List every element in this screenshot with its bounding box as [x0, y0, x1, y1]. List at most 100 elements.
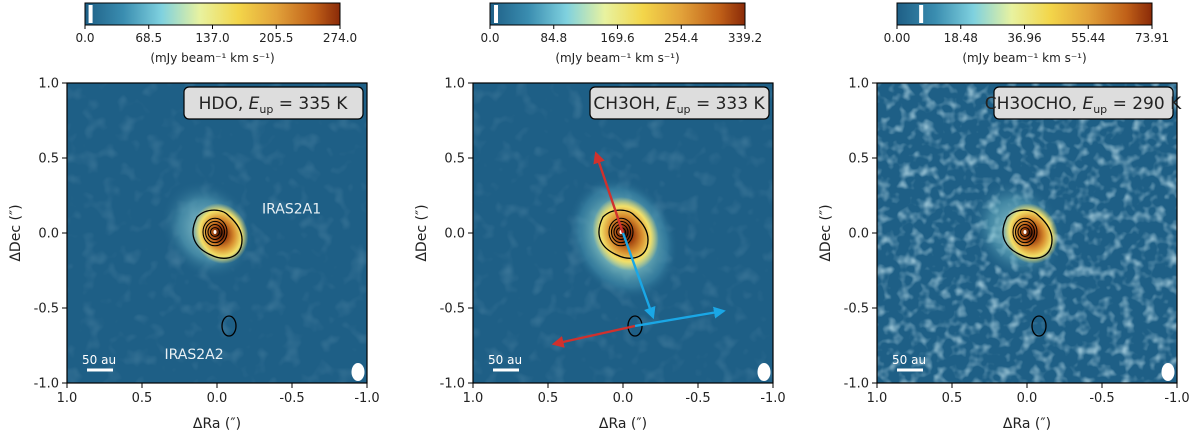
- x-tick-label: 0.5: [132, 391, 153, 406]
- contour-outer: [1002, 209, 1053, 259]
- beam-ellipse: [351, 363, 365, 381]
- contour-peak: [213, 230, 217, 234]
- colorbar-tick-label: 274.0: [323, 31, 357, 45]
- colorbar-tick-label: 84.8: [540, 31, 567, 45]
- contour-peak: [1023, 230, 1027, 234]
- x-tick-label: -1.0: [1164, 391, 1189, 406]
- y-tick-label: 1.0: [38, 77, 59, 92]
- source-iras2a2-contour: [221, 315, 237, 337]
- contour-level-2: [1012, 217, 1038, 247]
- panel-title: CH3OH, Eup = 333 K: [593, 94, 765, 116]
- red-outflow-arrow: [551, 324, 636, 348]
- source-label: IRAS2A1: [262, 202, 321, 218]
- y-tick-label: 0.0: [848, 227, 869, 242]
- colorbar-tick-label: 0.0: [75, 31, 94, 45]
- x-tick-label: 0.5: [942, 391, 963, 406]
- colorbar-threshold-marker: [494, 5, 499, 23]
- x-tick-label: 0.0: [207, 391, 228, 406]
- y-tick-label: 1.0: [444, 77, 465, 92]
- y-tick-label: 0.5: [38, 152, 59, 167]
- title-box: [589, 86, 770, 120]
- map-image: 50 au: [473, 83, 773, 383]
- source-iras2a2-contour: [1031, 315, 1047, 337]
- x-tick-label: 1.0: [463, 391, 484, 406]
- contour-outer: [598, 209, 649, 259]
- colorbar-tick-label: 205.5: [259, 31, 293, 45]
- scale-bar-label: 50 au: [892, 353, 926, 367]
- colorbar-tick-label: 55.44: [1071, 31, 1105, 45]
- blue-outflow-arrow: [621, 232, 656, 320]
- panel-2: 0.0 84.8 169.6 254.4 339.2 (mJy beam⁻¹ km s⁻¹…: [414, 2, 786, 432]
- colorbar-label: (mJy beam⁻¹ km s⁻¹): [555, 51, 679, 65]
- y-tick-label: -0.5: [844, 302, 869, 317]
- contour-level-4: [207, 223, 223, 241]
- emission-core: [192, 203, 249, 264]
- x-tick-label: -0.5: [685, 391, 710, 406]
- contour-level-3: [610, 220, 632, 244]
- y-tick-label: -1.0: [844, 377, 869, 392]
- colorbar-tick-label: 68.5: [135, 31, 162, 45]
- x-tick-label: 1.0: [867, 391, 888, 406]
- colorbar-label: (mJy beam⁻¹ km s⁻¹): [150, 51, 274, 65]
- x-tick-label: 0.5: [538, 391, 559, 406]
- colorbar: [896, 2, 1153, 26]
- y-axis-label: ΔDec (″): [8, 204, 24, 261]
- contour-level-3: [1014, 220, 1036, 244]
- y-tick-label: -0.5: [440, 302, 465, 317]
- x-tick-label: 1.0: [57, 391, 78, 406]
- y-tick-label: 0.5: [444, 152, 465, 167]
- emission-core: [592, 196, 659, 271]
- panel-1: 0.0 68.5 137.0 205.5 274.0 (mJy beam⁻¹ km s⁻¹…: [8, 2, 380, 432]
- contour-level-2: [202, 217, 228, 247]
- colorbar-tick-label: 73.91: [1135, 31, 1169, 45]
- x-tick-label: -1.0: [760, 391, 785, 406]
- contour-outer: [192, 209, 243, 259]
- title-box: [993, 86, 1174, 120]
- x-tick-label: 0.0: [613, 391, 634, 406]
- source-label: IRAS2A2: [165, 347, 224, 363]
- colorbar: [84, 2, 341, 26]
- y-axis-label: ΔDec (″): [414, 204, 430, 261]
- map-image: 50 au: [877, 83, 1177, 383]
- y-tick-label: 0.0: [38, 227, 59, 242]
- colorbar-tick-label: 339.2: [728, 31, 762, 45]
- colorbar-tick-label: 169.6: [600, 31, 634, 45]
- contour-level-5: [209, 227, 221, 237]
- x-tick-label: -0.5: [279, 391, 304, 406]
- colorbar-tick-label: 36.96: [1007, 31, 1041, 45]
- colorbar-threshold-marker: [88, 5, 93, 23]
- scale-bar-label: 50 au: [488, 353, 522, 367]
- x-tick-label: -0.5: [1089, 391, 1114, 406]
- y-tick-label: 0.5: [848, 152, 869, 167]
- panel-title: CH3OCHO, Eup = 290 K: [985, 94, 1182, 116]
- title-box: [183, 86, 364, 120]
- colorbar-threshold-marker: [919, 5, 924, 23]
- blue-outflow-arrow: [634, 306, 726, 328]
- colorbar-tick-label: 254.4: [664, 31, 698, 45]
- emission-core: [1002, 203, 1059, 264]
- beam-ellipse: [757, 363, 771, 381]
- panel-3: 0.00 18.48 36.96 55.44 73.91 (mJy beam⁻¹ km s…: [818, 2, 1190, 432]
- y-tick-label: -0.5: [34, 302, 59, 317]
- red-outflow-arrow: [593, 151, 625, 234]
- beam-ellipse: [1161, 363, 1175, 381]
- x-tick-label: -1.0: [354, 391, 379, 406]
- contour-level-5: [1019, 227, 1031, 237]
- y-tick-label: -1.0: [440, 377, 465, 392]
- panel-title: HDO, Eup = 335 K: [199, 94, 349, 116]
- contour-level-4: [1017, 223, 1033, 241]
- colorbar-tick-label: 0.0: [480, 31, 499, 45]
- colorbar-tick-label: 0.00: [884, 31, 911, 45]
- colorbar-tick-label: 137.0: [195, 31, 229, 45]
- colorbar-tick-label: 18.48: [944, 31, 978, 45]
- colorbar-label: (mJy beam⁻¹ km s⁻¹): [962, 51, 1086, 65]
- y-tick-label: -1.0: [34, 377, 59, 392]
- contour-level-3: [204, 220, 226, 244]
- scale-bar-label: 50 au: [82, 353, 116, 367]
- map-image: IRAS2A1 IRAS2A2 50 au: [67, 83, 367, 383]
- x-axis-label: ΔRa (″): [1003, 416, 1051, 432]
- contour-level-2: [608, 217, 634, 247]
- x-axis-label: ΔRa (″): [193, 416, 241, 432]
- y-axis-label: ΔDec (″): [818, 204, 834, 261]
